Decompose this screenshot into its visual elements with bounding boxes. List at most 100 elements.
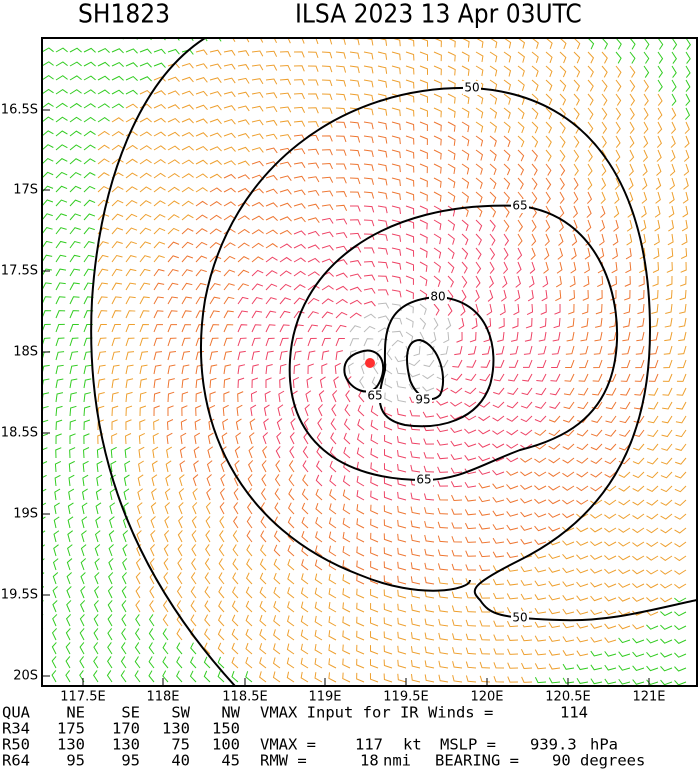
barb (397, 589, 407, 599)
barb (237, 91, 250, 98)
barb (286, 615, 295, 627)
barb (111, 378, 120, 389)
barb (461, 275, 468, 288)
barb (618, 555, 631, 561)
barb (624, 275, 631, 287)
barb (83, 116, 96, 123)
barb (335, 245, 348, 252)
barb (396, 408, 407, 417)
barb (424, 548, 435, 557)
barb (481, 345, 491, 355)
barb (81, 530, 87, 543)
barb (464, 428, 477, 434)
barb (590, 568, 603, 574)
barb (461, 233, 469, 246)
barb (489, 205, 497, 218)
lat-tick-label: 18S (13, 345, 38, 360)
barb (521, 662, 533, 670)
barb (383, 575, 393, 585)
barb (67, 516, 74, 529)
barb (405, 107, 415, 117)
barb (475, 275, 481, 288)
barb (204, 614, 211, 627)
barb (629, 149, 635, 162)
barb (349, 205, 361, 212)
barb (635, 345, 645, 355)
barb (370, 462, 379, 473)
lat-tick-label: 19.5S (1, 588, 38, 603)
barb (314, 615, 323, 627)
contour-95b (406, 338, 445, 400)
barb (195, 200, 208, 207)
barb (492, 537, 505, 544)
barb (447, 261, 455, 274)
barb (342, 644, 351, 655)
barb (42, 116, 54, 123)
barb (447, 289, 454, 302)
barb (410, 604, 421, 613)
barb (479, 592, 491, 599)
barb (601, 177, 607, 190)
barb (423, 452, 435, 459)
barb (474, 289, 480, 302)
barb (335, 232, 348, 239)
barb (685, 38, 691, 50)
barb (209, 49, 222, 56)
barb (53, 530, 60, 543)
barb (646, 555, 659, 561)
barb (111, 310, 122, 319)
barb (349, 65, 360, 74)
lat-tick-label: 19S (13, 507, 38, 522)
barb (93, 670, 99, 683)
barb (237, 187, 250, 193)
barb (610, 289, 617, 301)
barb (527, 289, 534, 302)
barb (377, 107, 388, 116)
barb (604, 637, 617, 643)
barb (139, 200, 152, 207)
title: ILSA 2023 13 Apr 03UTC (295, 0, 582, 30)
barb (608, 317, 617, 328)
barb (195, 118, 208, 124)
barb (69, 351, 79, 361)
barb (178, 502, 184, 515)
barb (335, 204, 348, 211)
barb (167, 405, 174, 417)
barb (55, 282, 66, 291)
barb (424, 507, 435, 515)
barb (492, 415, 505, 422)
barb (384, 392, 393, 403)
barb (578, 373, 589, 382)
barb (153, 296, 164, 305)
barb (251, 91, 264, 98)
barb (517, 177, 524, 190)
barb (493, 620, 505, 627)
barb (397, 561, 407, 571)
barb (492, 579, 505, 586)
barb (590, 636, 603, 643)
barb (235, 432, 241, 445)
barb (562, 567, 575, 574)
barb (549, 401, 561, 409)
barb (562, 485, 575, 491)
barb (125, 186, 138, 193)
barb (494, 359, 505, 368)
barb (263, 404, 270, 417)
barb (590, 485, 603, 492)
barb (447, 303, 453, 316)
barb (248, 446, 254, 459)
barb (97, 296, 108, 305)
barb (288, 460, 295, 473)
barb (576, 568, 589, 574)
barb (65, 642, 71, 655)
barb (534, 663, 547, 670)
barb (209, 104, 222, 111)
barb (680, 261, 687, 273)
barb (222, 404, 229, 417)
barb (96, 446, 104, 459)
barb (615, 38, 622, 50)
barb (335, 350, 343, 361)
barb (405, 331, 414, 343)
barb (433, 191, 442, 202)
barb (273, 615, 281, 627)
